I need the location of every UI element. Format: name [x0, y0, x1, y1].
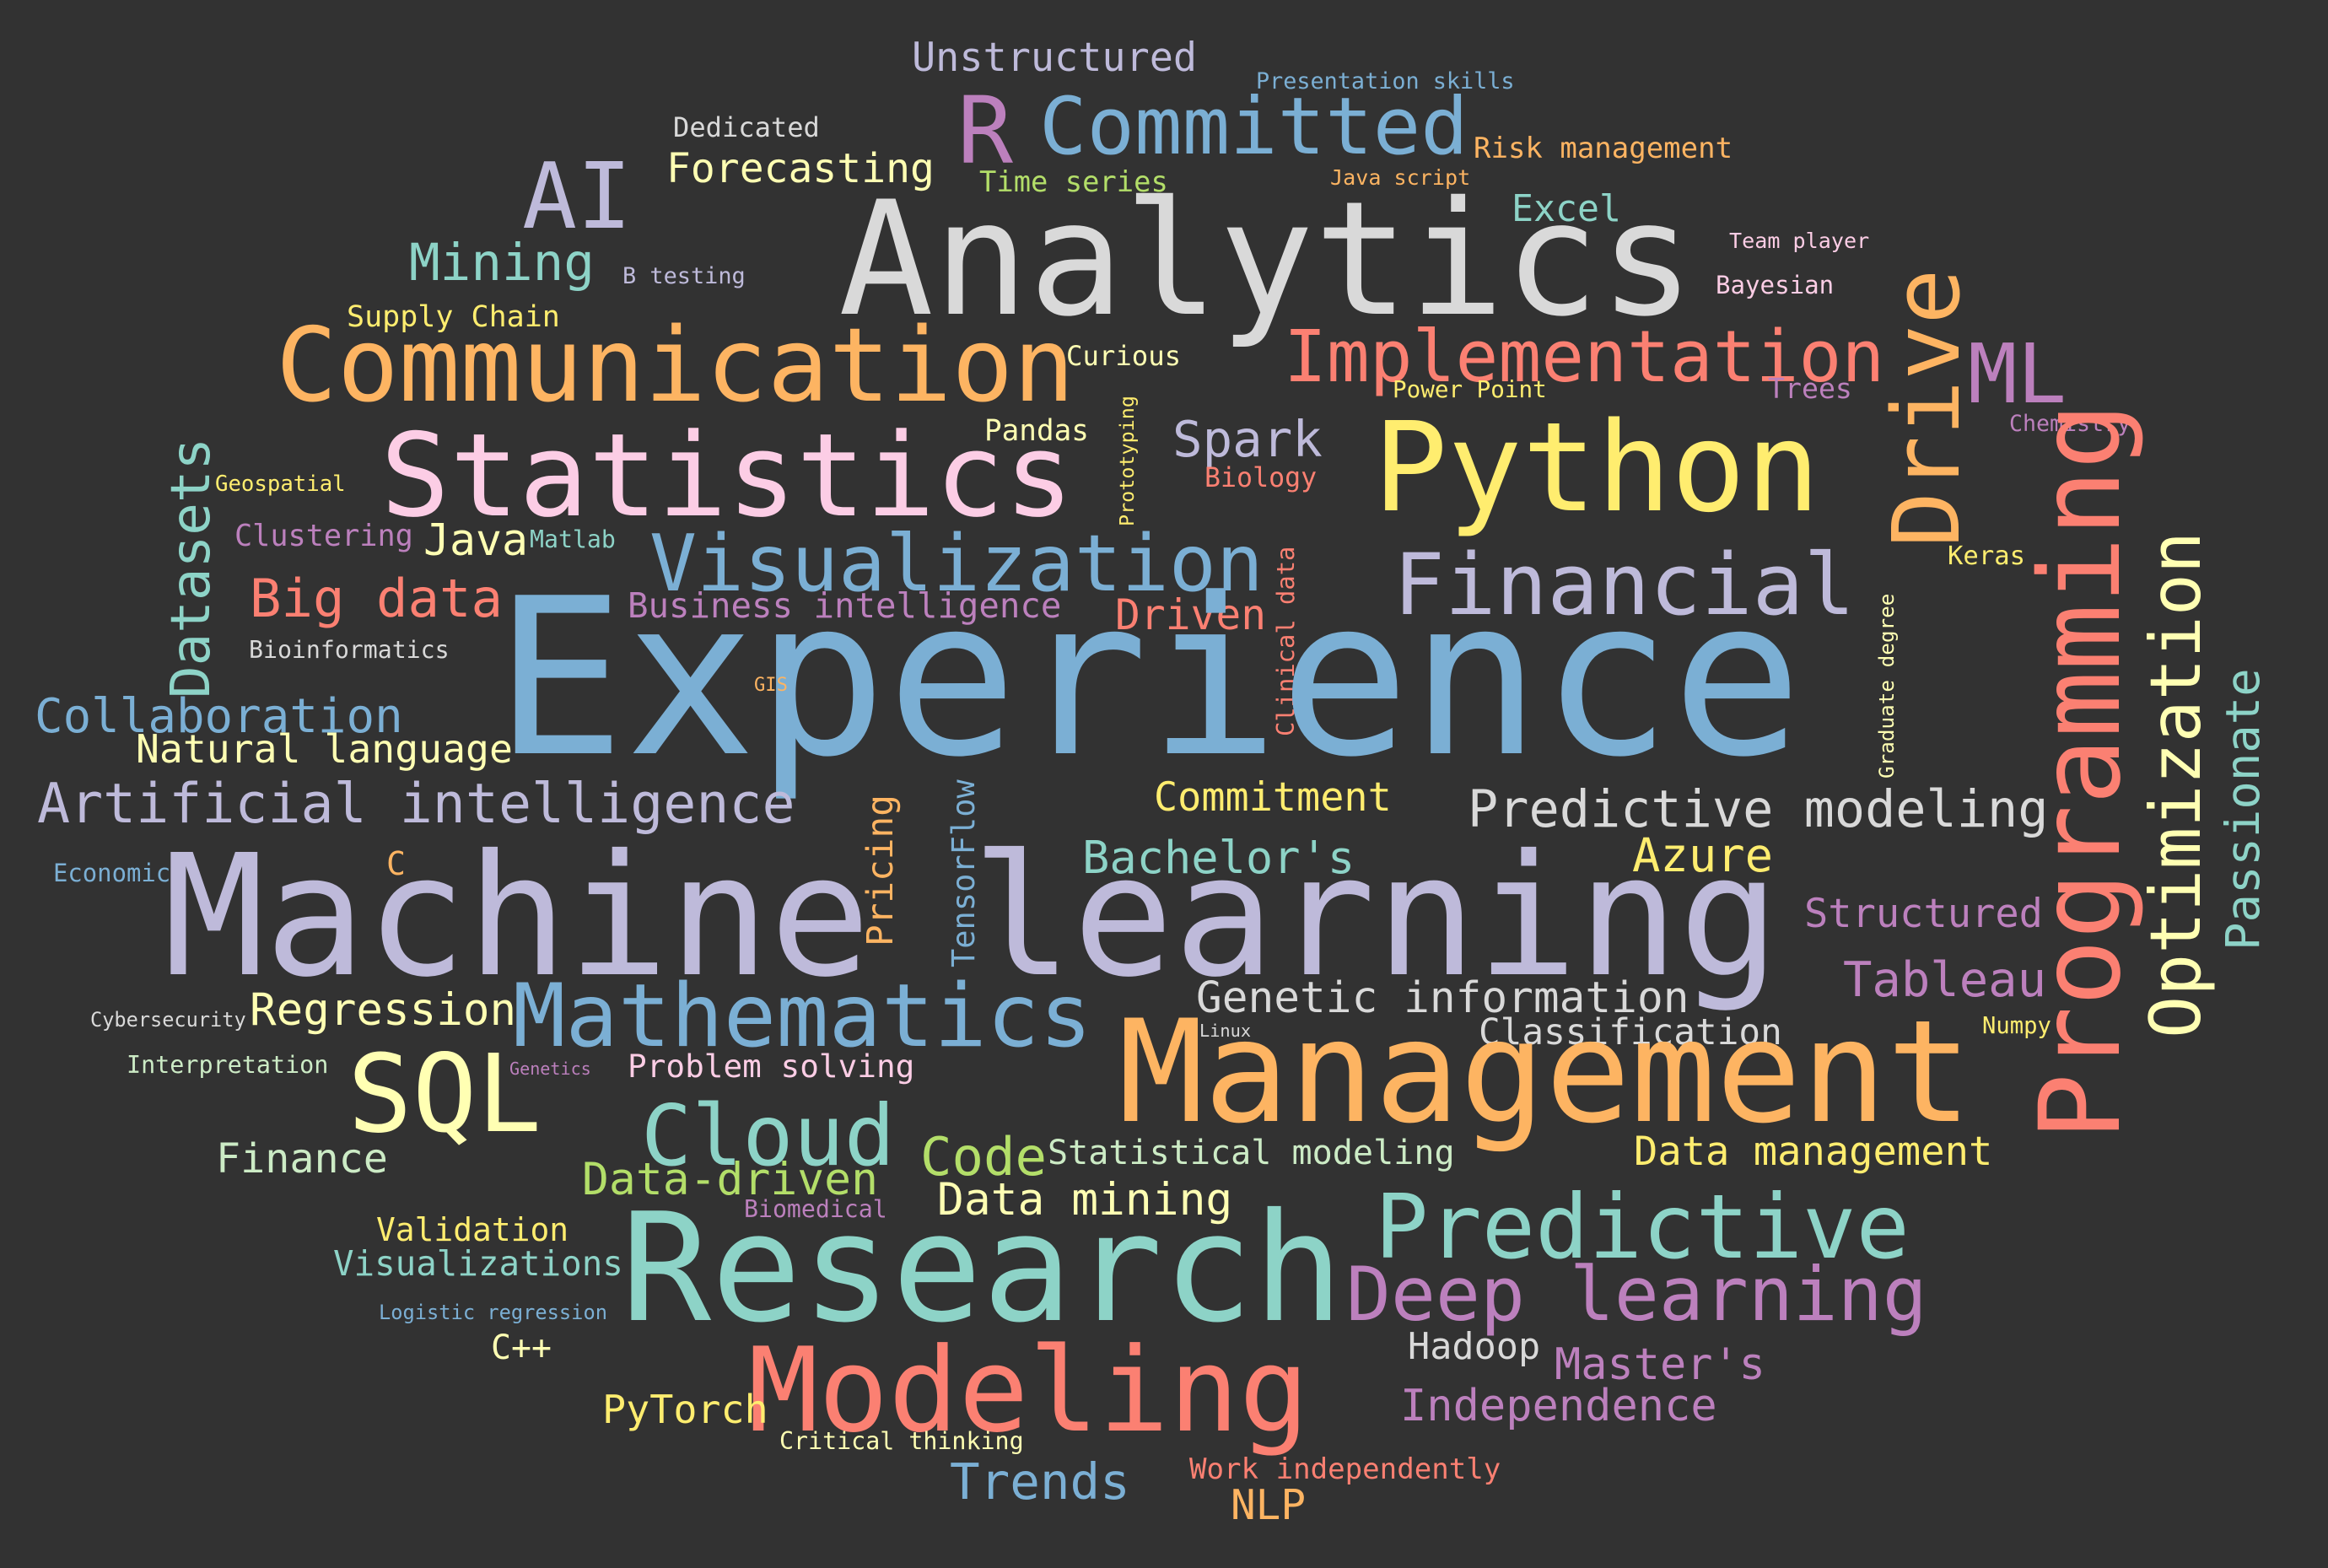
word-predictive-modeling: Predictive modeling — [1468, 779, 2049, 839]
word-committed: Committed — [1039, 81, 1468, 174]
word-economic: Economic — [53, 858, 171, 887]
word-commitment: Commitment — [1154, 774, 1392, 821]
word-bayesian: Bayesian — [1716, 270, 1835, 299]
word-chemistry: Chemistry — [2009, 411, 2131, 438]
word-financial: Financial — [1393, 535, 1856, 635]
word-machine-learning: Machine learning — [164, 817, 1780, 1014]
word-visualization: Visualization — [649, 518, 1264, 610]
word-independence: Independence — [1400, 1381, 1717, 1432]
word-tableau: Tableau — [1843, 952, 2047, 1009]
word-collaboration: Collaboration — [35, 689, 403, 745]
word-natural-language: Natural language — [136, 726, 513, 773]
word-azure: Azure — [1632, 828, 1774, 884]
word-bioinformatics: Bioinformatics — [249, 635, 450, 664]
word-r: R — [957, 77, 1013, 186]
word-b-testing: B testing — [622, 262, 746, 289]
word-interpretation: Interpretation — [127, 1050, 329, 1079]
word-curious: Curious — [1066, 340, 1182, 373]
word-risk-management: Risk management — [1474, 132, 1733, 165]
word-hadoop: Hadoop — [1408, 1325, 1541, 1368]
word-critical-thinking: Critical thinking — [779, 1427, 1024, 1456]
word-ai: AI — [522, 144, 633, 250]
word-driven: Driven — [1115, 590, 1267, 639]
word-bachelors: Bachelor's — [1082, 831, 1355, 885]
word-matlab: Matlab — [530, 525, 616, 554]
word-numpy: Numpy — [1982, 1013, 2051, 1040]
word-c: C — [386, 845, 406, 883]
word-business-intelligence: Business intelligence — [628, 585, 1062, 627]
word-ml: ML — [1968, 326, 2067, 423]
word-clustering: Clustering — [234, 518, 413, 553]
word-modeling: Modeling — [748, 1323, 1310, 1459]
word-c-plus-plus: C++ — [491, 1328, 552, 1368]
word-linux: Linux — [1199, 1021, 1252, 1042]
word-nlp: NLP — [1231, 1480, 1307, 1530]
word-optimization: Optimization — [2135, 531, 2218, 1038]
word-team-player: Team player — [1729, 228, 1870, 253]
word-genetic-information: Genetic information — [1196, 973, 1689, 1024]
word-drive: Drive — [1873, 268, 1981, 547]
word-artificial-intelligence: Artificial intelligence — [37, 772, 795, 836]
word-keras: Keras — [1948, 541, 2026, 571]
word-predictive: Predictive — [1375, 1175, 1910, 1280]
word-biology: Biology — [1204, 463, 1318, 494]
word-validation: Validation — [376, 1210, 569, 1248]
word-finance: Finance — [216, 1135, 388, 1183]
word-experience: Experience — [494, 552, 1803, 806]
word-python: Python — [1373, 396, 1820, 541]
word-classification: Classification — [1479, 1011, 1782, 1054]
word-time-series: Time series — [979, 165, 1168, 199]
word-mathematics: Mathematics — [513, 966, 1092, 1068]
word-graduate-degree: Graduate degree — [1874, 593, 1900, 779]
word-deep-learning: Deep learning — [1346, 1251, 1927, 1339]
word-analytics: Analytics — [838, 167, 1695, 352]
word-visualizations: Visualizations — [333, 1242, 623, 1284]
word-biomedical: Biomedical — [744, 1194, 887, 1223]
word-power-point: Power Point — [1393, 374, 1547, 403]
word-structured: Structured — [1804, 890, 2043, 937]
word-passionate: Passionate — [2215, 668, 2271, 951]
word-code: Code — [920, 1125, 1048, 1188]
word-spark: Spark — [1172, 409, 1323, 468]
word-datasets: Datasets — [159, 437, 224, 698]
word-work-independently: Work independently — [1189, 1452, 1501, 1486]
word-java-script: Java script — [1330, 164, 1471, 190]
word-trends: Trends — [950, 1452, 1130, 1511]
word-pytorch: PyTorch — [602, 1387, 768, 1433]
word-implementation: Implementation — [1284, 315, 1885, 398]
word-management: Management — [1118, 989, 1973, 1155]
word-data-driven: Data-driven — [582, 1153, 878, 1205]
word-logistic-regression: Logistic regression — [379, 1301, 607, 1325]
word-research: Research — [621, 1181, 1344, 1356]
word-genetics: Genetics — [509, 1058, 591, 1079]
word-sql: SQL — [348, 1032, 542, 1158]
word-java: Java — [423, 515, 529, 566]
word-trees: Trees — [1768, 372, 1852, 406]
word-masters: Master's — [1555, 1339, 1765, 1391]
word-presentation-skills: Presentation skills — [1256, 68, 1515, 95]
word-excel: Excel — [1512, 187, 1622, 230]
word-statistics: Statistics — [380, 408, 1074, 543]
word-data-mining: Data mining — [937, 1174, 1233, 1226]
word-regression: Regression — [250, 984, 517, 1037]
word-geospatial: Geospatial — [215, 471, 346, 497]
word-data-management: Data management — [1634, 1128, 1993, 1175]
word-forecasting: Forecasting — [666, 144, 935, 192]
word-cloud-term: Cloud — [641, 1086, 896, 1185]
word-prototyping: Prototyping — [1114, 396, 1139, 526]
word-problem-solving: Problem solving — [628, 1047, 915, 1085]
word-communication: Communication — [276, 306, 1075, 426]
word-cybersecurity: Cybersecurity — [90, 1008, 246, 1032]
word-supply-chain: Supply Chain — [347, 300, 560, 335]
word-statistical-modeling: Statistical modeling — [1048, 1133, 1455, 1172]
word-mining: Mining — [409, 232, 595, 293]
word-unstructured: Unstructured — [912, 35, 1198, 82]
word-gis: GIS — [754, 674, 788, 697]
word-pandas: Pandas — [984, 414, 1089, 449]
word-dedicated: Dedicated — [673, 111, 820, 144]
word-big-data: Big data — [250, 568, 504, 630]
